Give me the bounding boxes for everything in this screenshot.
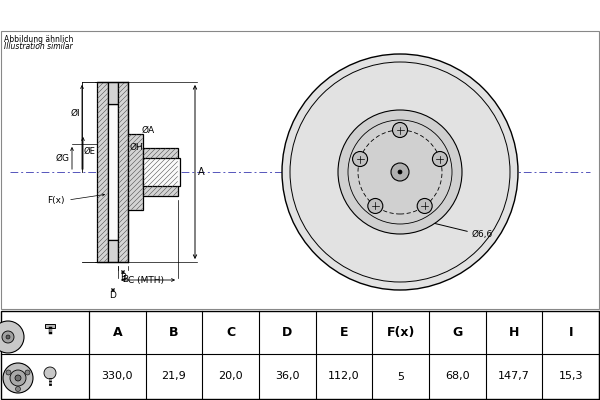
Circle shape	[25, 370, 30, 375]
Circle shape	[391, 163, 409, 181]
Circle shape	[3, 363, 33, 393]
Text: ØG: ØG	[56, 154, 70, 162]
Text: A: A	[113, 326, 122, 339]
Circle shape	[353, 152, 368, 166]
Circle shape	[6, 335, 10, 339]
Text: I: I	[568, 326, 573, 339]
Circle shape	[0, 321, 24, 353]
Text: 330,0: 330,0	[101, 372, 133, 382]
Bar	[128, 134, 143, 210]
Text: Abbildung ähnlich: Abbildung ähnlich	[4, 35, 73, 44]
Bar	[108, 240, 118, 262]
Circle shape	[433, 152, 448, 166]
Text: E: E	[340, 326, 348, 339]
Bar	[118, 82, 128, 262]
Text: D: D	[282, 326, 292, 339]
Text: 21,9: 21,9	[161, 372, 187, 382]
Text: Illustration similar: Illustration similar	[4, 42, 73, 51]
Text: G: G	[452, 326, 463, 339]
Text: B: B	[120, 274, 126, 282]
Text: 24.0122-0272.1    422272: 24.0122-0272.1 422272	[170, 6, 430, 24]
Circle shape	[44, 367, 56, 379]
Circle shape	[368, 198, 383, 214]
Bar	[97, 82, 108, 262]
Text: F(x): F(x)	[47, 196, 65, 204]
Text: ®: ®	[411, 175, 421, 185]
Polygon shape	[45, 324, 55, 328]
Circle shape	[15, 375, 21, 381]
Text: D: D	[110, 292, 116, 300]
Circle shape	[10, 370, 26, 386]
Circle shape	[282, 54, 518, 290]
Text: 68,0: 68,0	[445, 372, 470, 382]
Text: Ø6,6: Ø6,6	[472, 230, 493, 238]
Text: ØI: ØI	[70, 109, 80, 118]
Text: C: C	[226, 326, 235, 339]
Text: ØE: ØE	[84, 146, 96, 156]
Circle shape	[338, 110, 462, 234]
Text: B: B	[122, 276, 128, 284]
Text: C (MTH): C (MTH)	[128, 276, 164, 284]
Bar	[108, 104, 118, 240]
Bar	[108, 82, 118, 104]
Circle shape	[392, 122, 407, 138]
Text: 5: 5	[397, 372, 404, 382]
Text: ØA: ØA	[142, 126, 155, 134]
Circle shape	[6, 370, 11, 375]
Text: 112,0: 112,0	[328, 372, 360, 382]
Circle shape	[16, 386, 20, 392]
Bar	[143, 158, 180, 186]
Circle shape	[398, 170, 402, 174]
Text: A: A	[198, 167, 205, 177]
Circle shape	[2, 331, 14, 343]
Text: Ate: Ate	[378, 172, 430, 200]
Text: 36,0: 36,0	[275, 372, 299, 382]
Text: 15,3: 15,3	[559, 372, 583, 382]
Text: 20,0: 20,0	[218, 372, 243, 382]
Text: B: B	[169, 326, 179, 339]
Text: ØH: ØH	[130, 142, 144, 152]
Circle shape	[348, 120, 452, 224]
Text: H: H	[509, 326, 519, 339]
Circle shape	[290, 62, 510, 282]
Bar	[143, 148, 178, 196]
Text: 147,7: 147,7	[498, 372, 530, 382]
Circle shape	[417, 198, 432, 214]
Text: F(x): F(x)	[386, 326, 415, 339]
